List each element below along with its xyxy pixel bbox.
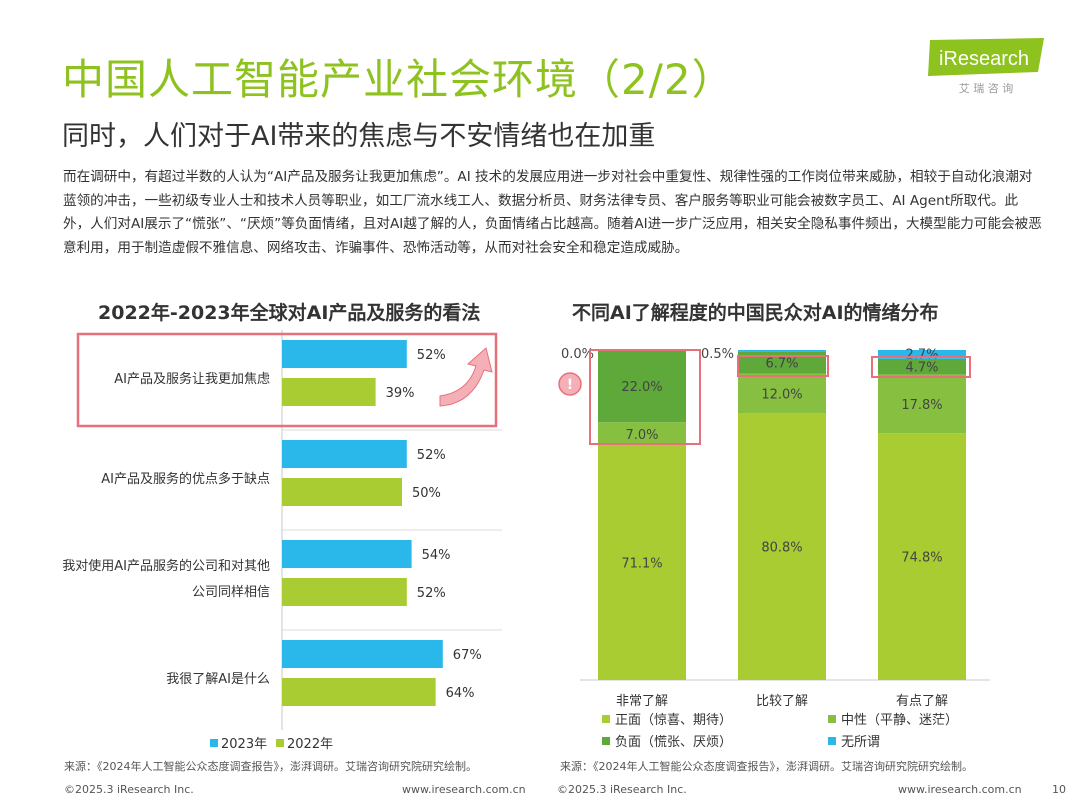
category-label: 有点了解	[896, 694, 948, 709]
category-label: 我很了解AI是什么	[166, 672, 270, 687]
alert-icon-mark: !	[567, 377, 573, 393]
category-label: AI产品及服务让我更加焦虑	[114, 371, 270, 387]
logo-text: iResearch	[939, 48, 1029, 70]
logo-sub-text: 艾 瑞 咨 询	[959, 81, 1014, 95]
legend-swatch	[602, 715, 610, 723]
segment-value-label: 4.7%	[905, 361, 938, 376]
category-label: 公司同样相信	[192, 585, 270, 600]
legend-label: 负面（慌张、厌烦）	[615, 735, 732, 750]
iresearch-logo: iResearch 艾 瑞 咨 询	[928, 38, 1044, 95]
highlight-box	[871, 356, 971, 378]
legend-swatch	[828, 715, 836, 723]
stack-segment	[738, 373, 826, 414]
bar-2023	[282, 340, 407, 368]
left-source-note: 来源：《2024年人工智能公众态度调查报告》，澎湃调研。艾瑞咨询研究院研究绘制。	[64, 760, 477, 773]
emotion-stacked-chart: 71.1% 7.0% 22.0% 0.0% 非常了解 80.8% 12.0% 6.7% 0.5%…	[558, 347, 990, 750]
category-label: AI产品及服务的优点多于缺点	[101, 471, 270, 487]
right-source-note: 来源：《2024年人工智能公众态度调查报告》，澎湃调研。艾瑞咨询研究院研究绘制。	[560, 760, 973, 773]
segment-value-label: 12.0%	[761, 388, 802, 403]
bar-2022	[282, 378, 376, 406]
stack-segment	[598, 422, 686, 446]
page-title: 中国人工智能产业社会环境（2/2）	[62, 55, 735, 104]
footer-copyright-right: ©2025.3 iResearch Inc.	[557, 783, 687, 796]
bar-2023	[282, 640, 443, 668]
segment-value-label: 74.8%	[901, 551, 942, 566]
footer-copyright-left: ©2025.3 iResearch Inc.	[64, 783, 194, 796]
segment-value-label: 80.8%	[761, 541, 802, 556]
category-label: 比较了解	[756, 694, 808, 709]
stack-segment	[738, 351, 826, 374]
stack-segment	[878, 374, 966, 434]
attitude-bar-chart: AI产品及服务让我更加焦虑 52% 39% AI产品及服务的优点多于缺点 52% 50% 我…	[62, 330, 502, 752]
bar-2023	[282, 440, 407, 468]
alert-icon	[558, 372, 582, 396]
bar-2022	[282, 578, 407, 606]
bar-value-label: 52%	[417, 586, 446, 601]
category-label: 非常了解	[616, 694, 668, 709]
bar-2023	[282, 540, 412, 568]
stack-segment	[598, 349, 686, 423]
stack-segment	[878, 350, 966, 359]
segment-value-label: 2.7%	[905, 347, 938, 362]
legend-swatch	[602, 737, 610, 745]
bar-value-label: 52%	[417, 448, 446, 463]
intro-paragraph: 而在调研中，有超过半数的人认为“AI产品及服务让我更加焦虑”。AI 技术的发展应…	[63, 169, 1042, 256]
bar-value-label: 67%	[453, 648, 482, 663]
stack-segment	[598, 445, 686, 680]
segment-value-label: 7.0%	[625, 428, 658, 443]
bar-value-label: 54%	[422, 548, 451, 563]
logo-backdrop-icon	[928, 38, 1044, 76]
bar-value-label: 39%	[386, 386, 415, 401]
legend-label: 2023年	[221, 737, 267, 752]
page-subtitle: 同时，人们对于AI带来的焦虑与不安情绪也在加重	[62, 121, 656, 152]
right-chart-title: 不同AI了解程度的中国民众对AI的情绪分布	[572, 302, 939, 324]
legend-swatch	[210, 739, 218, 747]
legend-swatch	[828, 737, 836, 745]
segment-value-label: 17.8%	[901, 398, 942, 413]
segment-value-label: 6.7%	[765, 357, 798, 372]
legend-label: 正面（惊喜、期待）	[615, 713, 732, 728]
highlight-box	[737, 355, 829, 377]
segment-value-label: 0.0%	[561, 347, 594, 362]
segment-value-label: 0.5%	[701, 347, 734, 362]
footer-website-left[interactable]: www.iresearch.com.cn	[402, 783, 526, 796]
bar-value-label: 64%	[446, 686, 475, 701]
legend-label: 中性（平静、迷茫）	[841, 713, 958, 728]
page-number: 10	[1052, 783, 1066, 796]
bar-2022	[282, 678, 436, 706]
legend-swatch	[276, 739, 284, 747]
stack-segment	[878, 433, 966, 680]
bar-value-label: 52%	[417, 348, 446, 363]
stack-segment	[878, 358, 966, 375]
category-label: 我对使用AI产品服务的公司和对其他	[62, 558, 270, 574]
stack-segment	[738, 350, 826, 352]
highlight-box	[76, 332, 498, 428]
segment-value-label: 22.0%	[621, 380, 662, 395]
footer-website-right[interactable]: www.iresearch.com.cn	[898, 783, 1022, 796]
segment-value-label: 71.1%	[621, 557, 662, 572]
highlight-arrow-icon	[439, 347, 493, 407]
stack-segment	[738, 413, 826, 680]
bar-value-label: 50%	[412, 486, 441, 501]
highlight-box	[589, 349, 701, 445]
legend-label: 无所谓	[841, 735, 880, 750]
legend-label: 2022年	[287, 737, 333, 752]
left-chart-title: 2022年-2023年全球对AI产品及服务的看法	[98, 302, 481, 324]
bar-2022	[282, 478, 402, 506]
